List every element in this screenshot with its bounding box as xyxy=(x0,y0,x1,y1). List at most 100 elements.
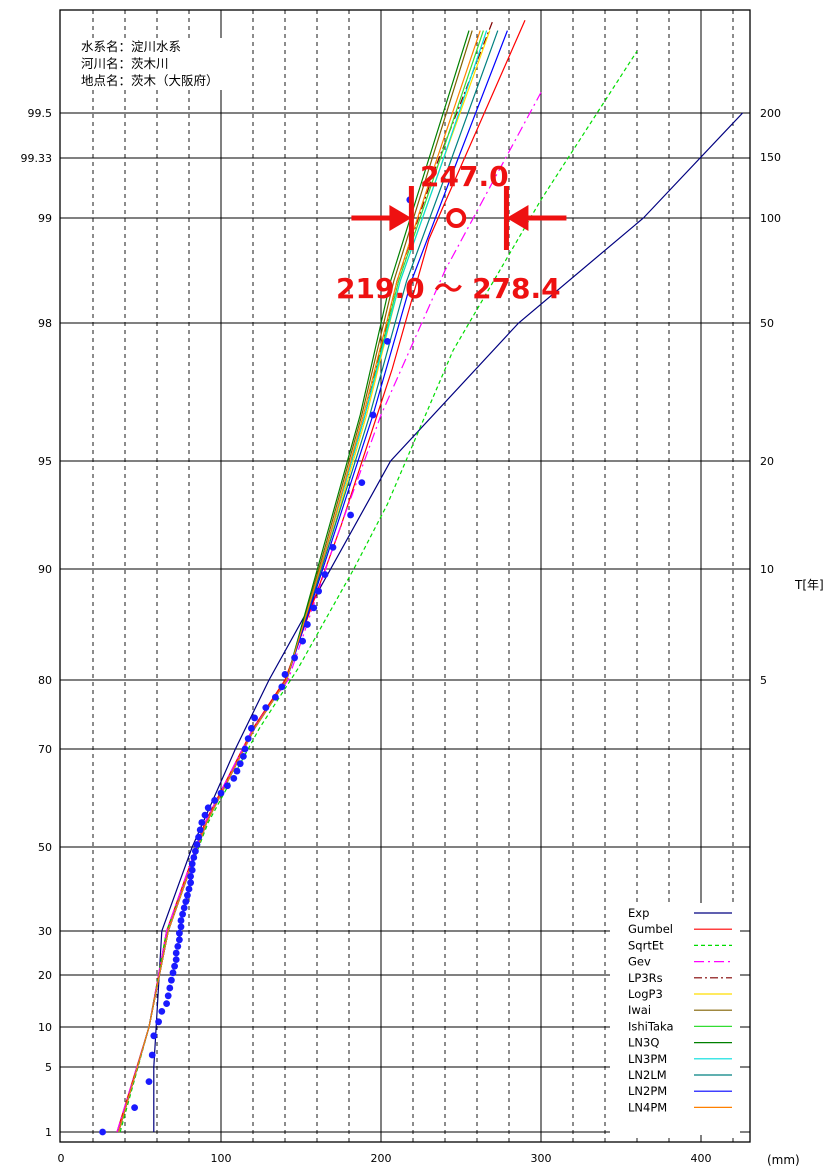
observed-point xyxy=(304,621,311,628)
observed-point xyxy=(148,1051,156,1059)
observed-point xyxy=(187,879,195,887)
observed-point xyxy=(201,811,209,819)
observed-point xyxy=(196,826,204,834)
legend-label: LN3Q xyxy=(628,1036,659,1050)
left-tick-label: 98 xyxy=(38,317,52,330)
observed-point xyxy=(211,797,219,804)
info-line-2: 河川名：茨木川 xyxy=(81,56,169,71)
observed-point xyxy=(204,804,212,812)
legend-label: LN2PM xyxy=(628,1084,667,1098)
observed-point xyxy=(291,654,298,662)
observed-points xyxy=(99,196,414,1136)
legend-label: LN3PM xyxy=(628,1052,667,1066)
observed-point xyxy=(358,479,366,486)
x-tick-label: 0 xyxy=(58,1152,65,1165)
right-tick-label: 10 xyxy=(760,563,774,576)
observed-point xyxy=(310,604,318,612)
right-tick-label: 150 xyxy=(760,151,781,164)
left-tick-label: 50 xyxy=(38,841,52,854)
observed-point xyxy=(224,782,231,790)
left-tick-label: 95 xyxy=(38,455,52,468)
estimate-value-label: 247.0 xyxy=(420,160,509,193)
left-tick-label: 99 xyxy=(38,212,52,225)
observed-point xyxy=(177,923,185,931)
observed-point xyxy=(244,735,252,743)
observed-point xyxy=(99,1128,106,1136)
observed-point xyxy=(172,956,180,963)
observed-point xyxy=(262,704,270,711)
observed-point xyxy=(321,571,329,578)
observed-point xyxy=(176,929,183,937)
observed-point xyxy=(315,587,322,595)
info-line-3: 地点名：茨木（大阪府） xyxy=(81,73,219,88)
right-tick-label: 200 xyxy=(760,107,781,120)
fitted-lines xyxy=(116,20,744,1133)
observed-point xyxy=(169,969,177,977)
left-arrow-head xyxy=(389,205,412,231)
left-tick-label: 70 xyxy=(38,743,52,756)
observed-point xyxy=(184,891,191,899)
right-tick-label: 5 xyxy=(760,674,767,687)
series-line-ln3q xyxy=(118,30,470,1133)
axis-ticks: 99.599.339998959080705030201051200150100… xyxy=(21,107,782,1165)
observed-point xyxy=(236,760,244,768)
observed-point xyxy=(187,873,195,880)
left-tick-label: 10 xyxy=(38,1021,52,1034)
x-tick-label: 400 xyxy=(691,1152,712,1165)
observed-point xyxy=(158,1008,166,1015)
right-axis-label: T[年] xyxy=(794,578,824,592)
legend-label: LN2LM xyxy=(628,1068,667,1082)
observed-point xyxy=(248,724,255,732)
observed-point xyxy=(176,936,183,944)
x-axis-unit-label: (mm) xyxy=(767,1153,800,1167)
observed-point xyxy=(182,898,190,905)
observed-point xyxy=(177,917,185,924)
observed-point xyxy=(172,949,180,957)
confidence-annotation: 247.0 219.0 ～ 278.4 xyxy=(336,160,567,305)
interval-label: 219.0 ～ 278.4 xyxy=(336,272,561,305)
right-tick-label: 100 xyxy=(760,212,781,225)
observed-point xyxy=(233,767,241,775)
observed-point xyxy=(188,866,196,874)
observed-point xyxy=(188,860,196,868)
series-line-exp xyxy=(153,112,744,1132)
observed-point xyxy=(192,847,199,855)
observed-point xyxy=(251,714,258,722)
estimate-marker xyxy=(446,208,467,228)
right-tick-label: 50 xyxy=(760,317,774,330)
observed-point xyxy=(329,544,337,551)
left-tick-label: 5 xyxy=(45,1061,52,1074)
legend-label: IshiTaka xyxy=(628,1019,674,1033)
observed-point xyxy=(299,637,306,645)
legend-label: Iwai xyxy=(628,1003,651,1017)
x-tick-label: 100 xyxy=(211,1152,232,1165)
observed-point xyxy=(174,943,182,950)
observed-point xyxy=(185,885,193,893)
observed-point xyxy=(240,752,247,760)
legend-label: LN4PM xyxy=(628,1100,667,1114)
observed-point xyxy=(168,976,175,984)
legend: Exp Gumbel SqrtEt Gev LP3Rs LogP3 Iwai IshiTaka… xyxy=(610,903,740,1135)
observed-point xyxy=(171,962,179,970)
plot-frame xyxy=(59,9,751,1143)
observed-point xyxy=(281,671,289,678)
observed-point xyxy=(272,693,279,701)
legend-label: SqrtEt xyxy=(628,938,664,952)
observed-point xyxy=(198,819,206,826)
x-tick-label: 300 xyxy=(531,1152,552,1165)
observed-point xyxy=(347,511,354,519)
right-arrow-head xyxy=(506,205,529,231)
left-tick-label: 99.5 xyxy=(28,107,53,120)
info-line-1: 水系名：淀川水系 xyxy=(81,39,181,54)
observed-point xyxy=(164,992,172,1000)
left-tick-label: 1 xyxy=(45,1126,52,1139)
observed-point xyxy=(278,683,286,691)
observed-point xyxy=(217,789,225,797)
left-tick-label: 20 xyxy=(38,969,52,982)
observed-point xyxy=(384,338,391,345)
left-tick-label: 80 xyxy=(38,674,52,687)
legend-label: Gev xyxy=(628,955,651,969)
observed-point xyxy=(195,833,203,841)
observed-point xyxy=(163,1000,171,1007)
observed-point xyxy=(179,910,187,918)
